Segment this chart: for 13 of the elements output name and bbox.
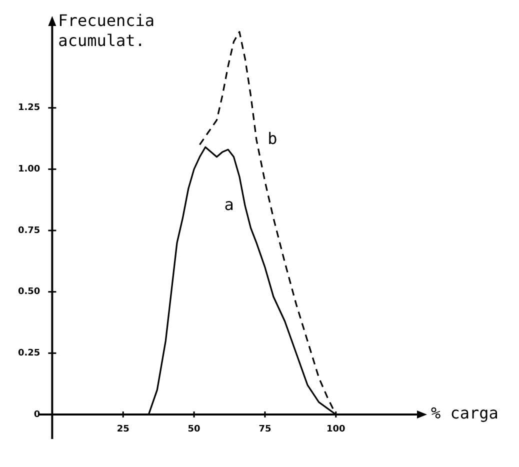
y-tick-label: 1.25 [18, 103, 40, 114]
x-tick-label: 50 [188, 424, 200, 434]
x-axis-title: % carga [431, 404, 498, 423]
y-tick-label: 0.75 [18, 226, 40, 236]
y-tick-label: 1.00 [18, 164, 40, 175]
series-label: b [268, 128, 278, 148]
y-tick-label: 0.50 [18, 287, 40, 298]
series-label: a [224, 195, 234, 214]
y-axis-title: Frecuencia acumulat. [58, 11, 155, 50]
x-tick-label: 25 [116, 424, 130, 434]
y-tick-label: 0.25 [18, 348, 40, 358]
x-tick-label: 75 [258, 424, 272, 434]
x-tick-label: 100 [326, 424, 346, 434]
